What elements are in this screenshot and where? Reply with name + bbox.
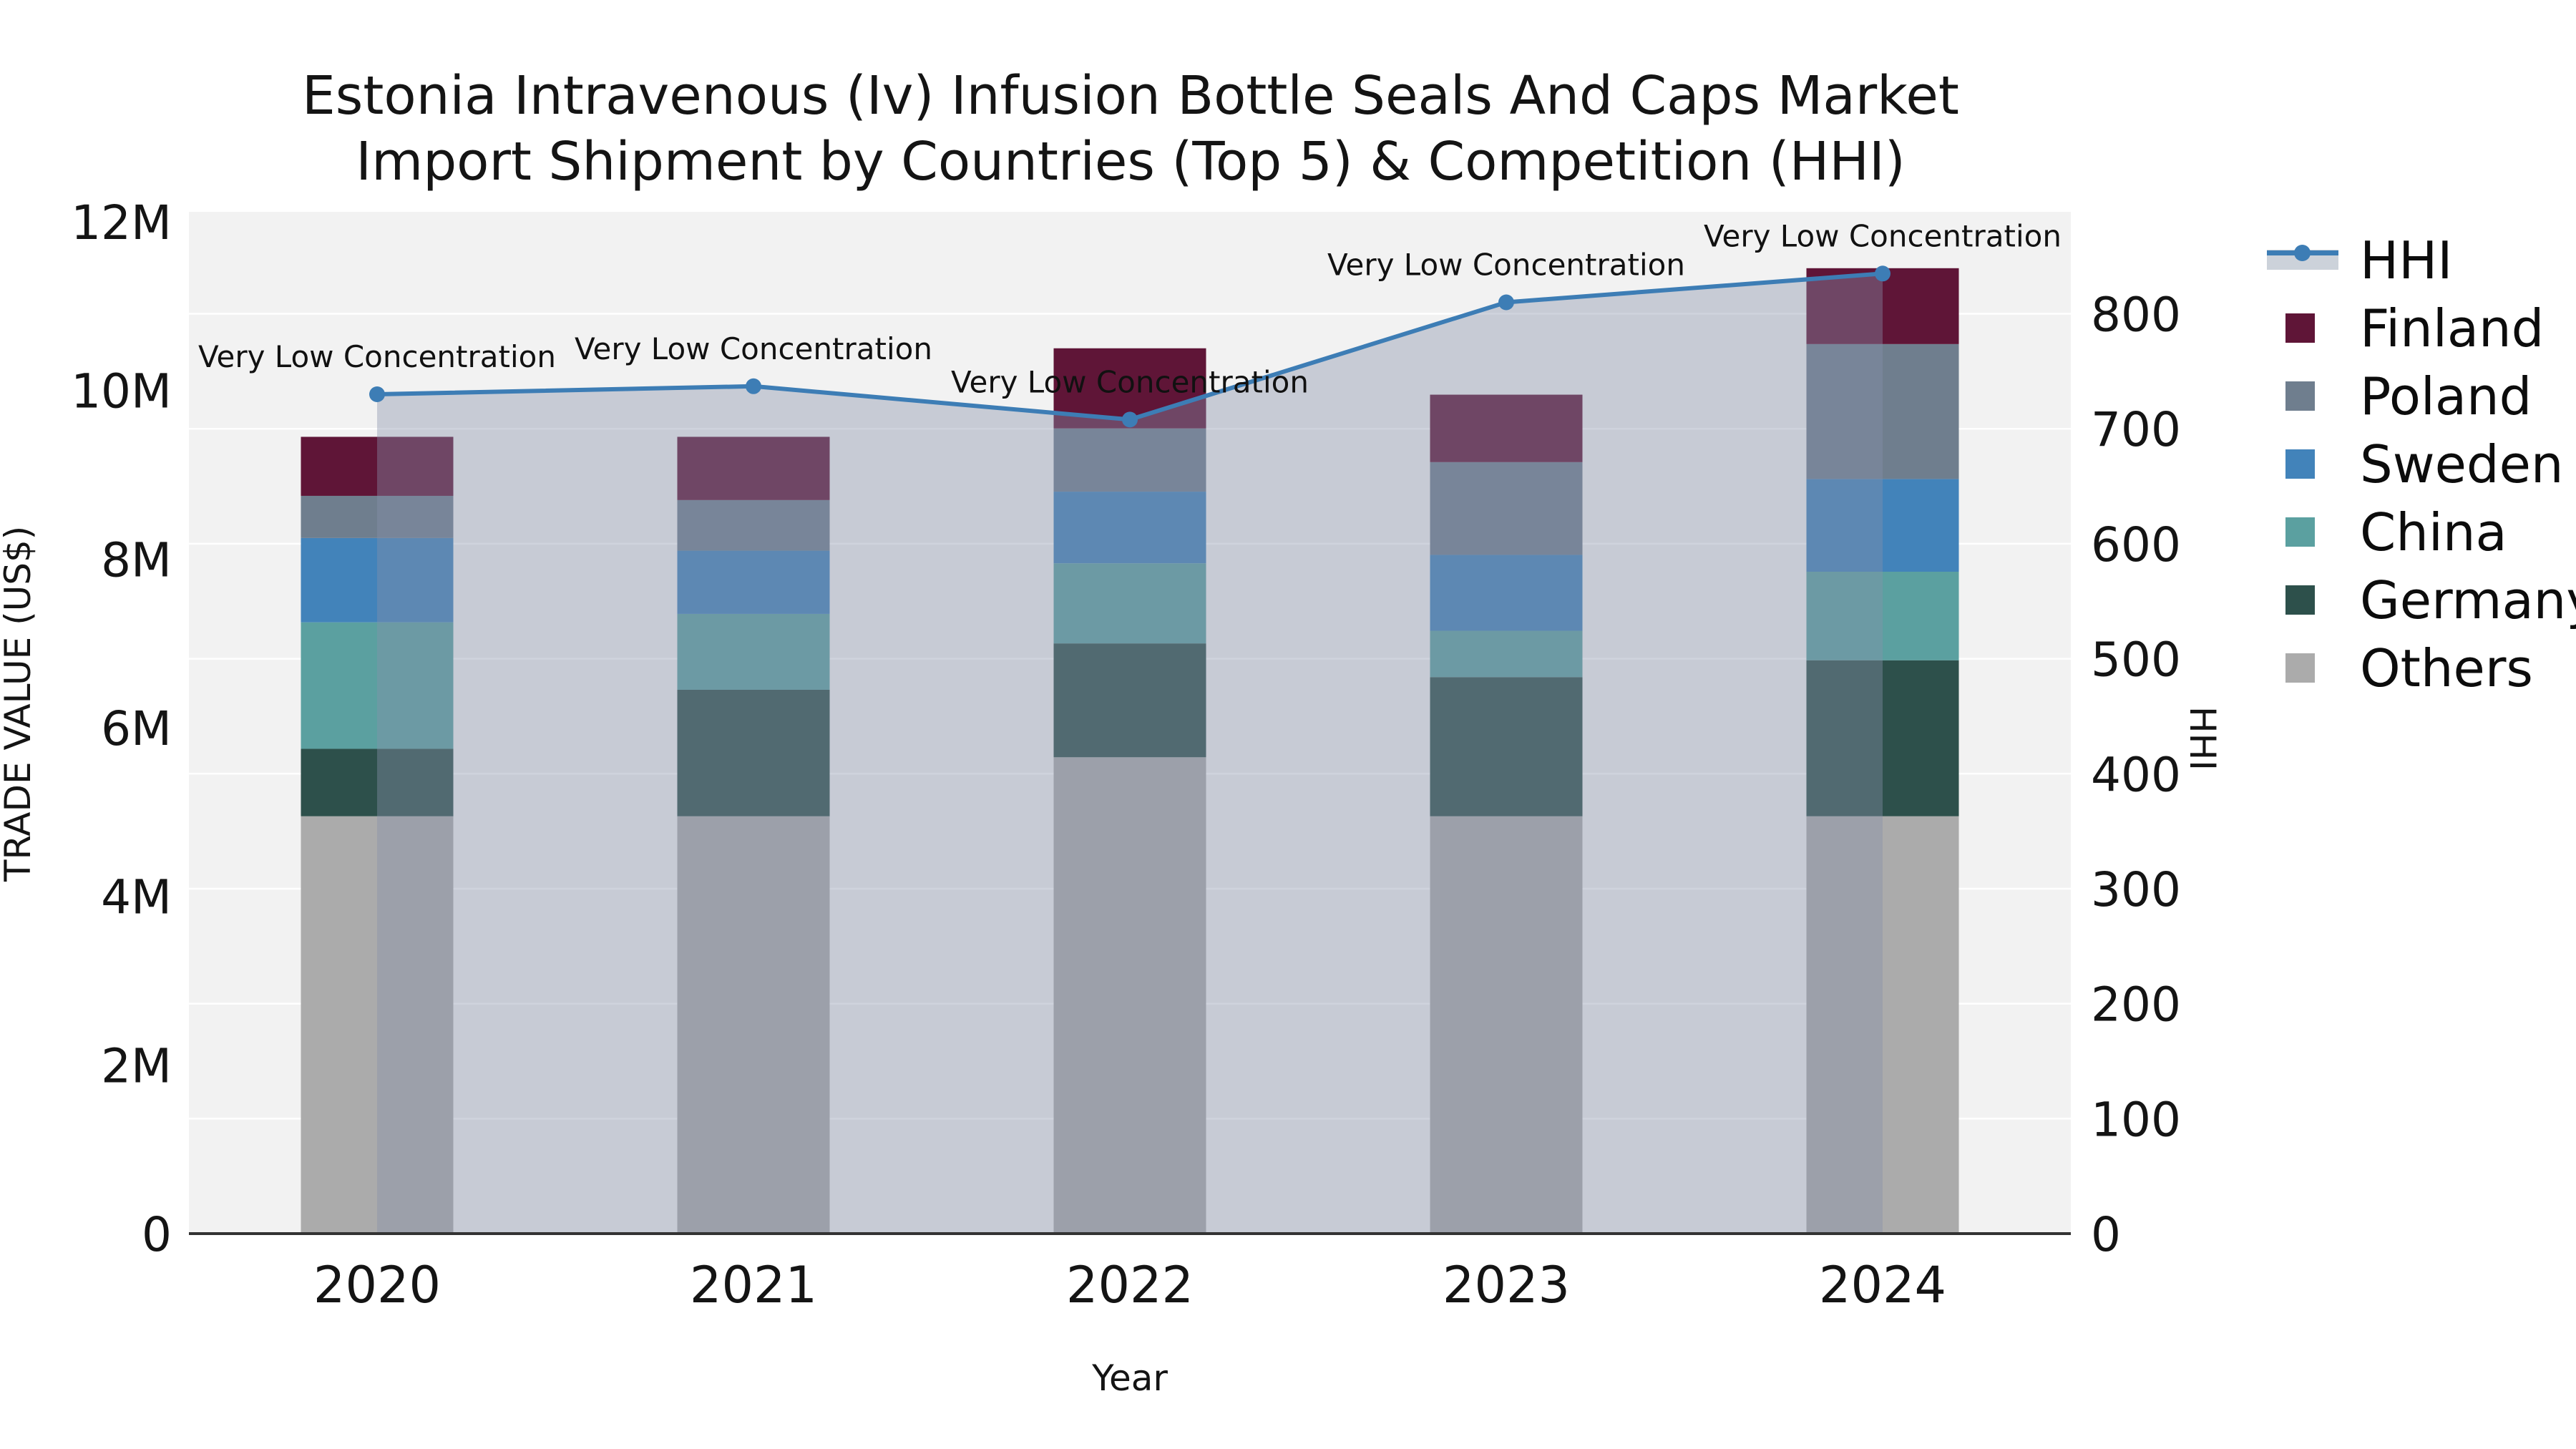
y-right-tick-8: 800 <box>2091 288 2181 343</box>
legend-color-swatch <box>2285 313 2315 343</box>
hhi-marker-2024 <box>1875 265 1890 282</box>
bar-segment-2023-germany <box>1430 677 1583 816</box>
legend-swatch-icon <box>2267 362 2338 430</box>
y-right-tick-3: 300 <box>2091 862 2181 917</box>
y-left-tick-2: 4M <box>101 870 172 925</box>
legend-marker-dot <box>2294 245 2311 261</box>
x-tick-2023: 2023 <box>1443 1256 1570 1314</box>
legend-item-germany: Germany <box>2267 566 2576 634</box>
legend-color-swatch <box>2285 585 2315 615</box>
y-left-tick-5: 10M <box>71 364 172 419</box>
bar-segment-2024-china <box>1806 572 1959 660</box>
hhi-marker-2020 <box>369 386 385 403</box>
bar-segment-2024-germany <box>1806 660 1959 816</box>
chart-title-line1: Estonia Intravenous (Iv) Infusion Bottle… <box>302 65 1959 127</box>
hhi-marker-2023 <box>1498 294 1514 311</box>
y-right-tick-6: 600 <box>2091 517 2181 572</box>
legend-item-poland: Poland <box>2267 362 2576 430</box>
legend-item-finland: Finland <box>2267 294 2576 362</box>
y-axis-title-left: TRADE VALUE (US$) <box>0 525 39 882</box>
bar-segment-2023-sweden <box>1430 555 1583 631</box>
legend-label: Poland <box>2360 366 2532 426</box>
bar-segment-2021-poland <box>677 499 830 551</box>
annotation-2023: Very Low Concentration <box>1327 247 1685 282</box>
bar-segment-2021-finland <box>677 436 830 500</box>
legend-label: Others <box>2360 638 2533 698</box>
legend-swatch-icon <box>2267 498 2338 566</box>
annotation-2024: Very Low Concentration <box>1704 218 2062 253</box>
y-right-tick-0: 0 <box>2091 1207 2121 1262</box>
bar-segment-2020-sweden <box>301 537 454 623</box>
x-tick-2024: 2024 <box>1819 1256 1946 1314</box>
legend-label: HHI <box>2360 230 2453 291</box>
legend-swatch-icon <box>2267 430 2338 498</box>
bar-segment-2021-germany <box>677 689 830 816</box>
legend-item-sweden: Sweden <box>2267 430 2576 498</box>
bar-segment-2022-others <box>1053 757 1206 1234</box>
x-tick-2022: 2022 <box>1066 1256 1194 1314</box>
legend-color-swatch <box>2285 381 2315 411</box>
annotation-2021: Very Low Concentration <box>575 331 932 366</box>
y-left-tick-0: 0 <box>142 1207 172 1262</box>
bar-segment-2020-others <box>301 816 454 1234</box>
bar-segment-2020-poland <box>301 495 454 538</box>
y-right-tick-5: 500 <box>2091 633 2181 688</box>
bar-segment-2024-poland <box>1806 343 1959 479</box>
legend-label: Germany <box>2360 570 2576 630</box>
bar-segment-2023-finland <box>1430 394 1583 462</box>
bar-segment-2022-poland <box>1053 428 1206 492</box>
hhi-marker-2021 <box>746 378 761 394</box>
legend-color-swatch <box>2285 653 2315 683</box>
x-tick-2020: 2020 <box>313 1256 441 1314</box>
legend-item-hhi: HHI <box>2267 226 2576 294</box>
bar-segment-2022-china <box>1053 563 1206 644</box>
bar-segment-2021-others <box>677 816 830 1234</box>
y-right-tick-7: 700 <box>2091 402 2181 457</box>
bar-segment-2023-others <box>1430 816 1583 1234</box>
bar-segment-2021-china <box>677 613 830 690</box>
y-right-tick-2: 200 <box>2091 977 2181 1033</box>
chart-title: Estonia Intravenous (Iv) Infusion Bottle… <box>172 63 2089 195</box>
legend-line-icon <box>2267 226 2338 294</box>
legend-label: Finland <box>2360 298 2545 358</box>
chart-title-line2: Import Shipment by Countries (Top 5) & C… <box>356 131 1906 192</box>
hhi-marker-2022 <box>1122 411 1138 428</box>
bar-segment-2024-sweden <box>1806 479 1959 572</box>
hhi-area-fill <box>377 273 1883 1234</box>
annotation-2020: Very Low Concentration <box>198 339 556 374</box>
legend-item-others: Others <box>2267 634 2576 702</box>
legend: HHI Finland Poland Sweden China Germany Others <box>2267 226 2576 702</box>
bar-segment-2024-others <box>1806 816 1959 1234</box>
legend-swatch-icon <box>2267 566 2338 634</box>
bar-segment-2022-germany <box>1053 643 1206 758</box>
y-right-tick-1: 100 <box>2091 1092 2181 1147</box>
y-axis-title-right: HHI <box>2182 706 2223 771</box>
bar-segment-2020-china <box>301 622 454 749</box>
x-axis-title: Year <box>1092 1357 1168 1399</box>
bar-segment-2022-sweden <box>1053 492 1206 564</box>
bar-segment-2020-finland <box>301 436 454 496</box>
y-left-tick-4: 8M <box>101 532 172 587</box>
legend-swatch-icon <box>2267 634 2338 702</box>
legend-swatch-icon <box>2267 294 2338 362</box>
bar-segment-2020-germany <box>301 748 454 816</box>
y-left-tick-3: 6M <box>101 701 172 756</box>
bar-segment-2023-china <box>1430 630 1583 678</box>
y-left-tick-6: 12M <box>71 195 172 250</box>
y-right-tick-4: 400 <box>2091 747 2181 802</box>
x-tick-2021: 2021 <box>690 1256 817 1314</box>
legend-item-china: China <box>2267 498 2576 566</box>
bar-segment-2021-sweden <box>677 550 830 614</box>
bar-segment-2023-poland <box>1430 462 1583 555</box>
annotation-2022: Very Low Concentration <box>951 364 1309 399</box>
legend-color-swatch <box>2285 517 2315 547</box>
legend-color-swatch <box>2285 449 2315 479</box>
y-left-tick-1: 2M <box>101 1038 172 1093</box>
legend-label: China <box>2360 502 2507 562</box>
legend-label: Sweden <box>2360 434 2564 494</box>
